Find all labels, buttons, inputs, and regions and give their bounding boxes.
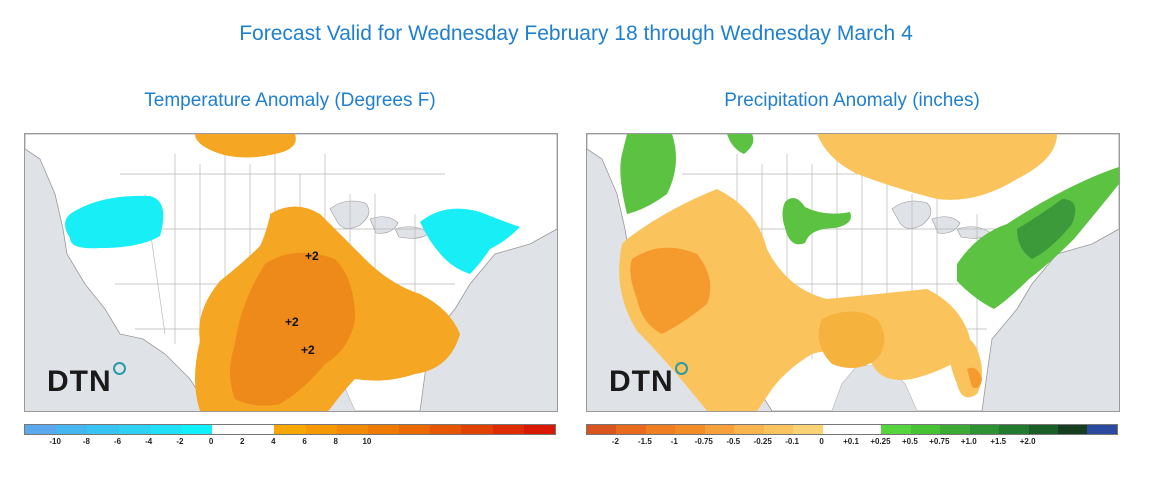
legend-tick-label: 2 [240,437,245,446]
anomaly-label-2: +2 [285,315,299,329]
legend-swatch [675,425,705,434]
dry-anomaly-southwest [619,189,972,411]
dry-anomaly-texas-core [818,311,885,368]
legend-swatch [87,425,119,434]
legend-swatch [430,425,462,434]
legend-swatch [118,425,150,434]
legend-swatch [367,425,400,434]
legend-tick-label: 8 [333,437,338,446]
legend-tick-label: +0.25 [870,437,891,446]
wet-anomaly-east-core [1017,199,1076,259]
dtn-logo: DTN [609,362,688,399]
legend-swatch [734,425,764,434]
precipitation-legend-ticks: -2 -1.5 -1 -0.75 -0.5 -0.25 -0.1 0 +0.1 +0.25 +0.5… [586,437,1116,449]
legend-swatch [56,425,88,434]
legend-swatch [212,425,244,434]
legend-tick-label: 4 [271,437,276,446]
anomaly-label-1: +2 [305,249,319,263]
legend-tick-label: -2 [176,437,184,446]
legend-swatch [523,425,555,434]
legend-swatch [881,425,911,434]
temperature-legend-ticks: -10 -8 -6 -4 -2 0 2 4 6 8 10 [24,437,554,449]
legend-tick-label: -8 [82,437,90,446]
legend-swatch [616,425,646,434]
legend-tick-label: +0.5 [901,437,918,446]
legend-swatch [793,425,823,434]
legend-swatch [25,425,57,434]
legend-swatch [1058,425,1088,434]
temperature-map: +2 +2 +2 DTN [24,133,558,412]
legend-swatch [149,425,181,434]
legend-tick-label: -4 [145,437,153,446]
cold-anomaly-west [65,195,164,249]
legend-tick-label: +1.0 [960,437,977,446]
legend-tick-label: 10 [362,437,372,446]
wet-anomaly-northwest [620,134,676,214]
legend-tick-label: -10 [49,437,61,446]
legend-swatch [645,425,676,434]
warm-anomaly-core [230,252,355,406]
dry-anomaly-california-core [630,247,711,334]
legend-swatch [704,425,735,434]
legend-tick-label: 0 [208,437,214,446]
legend-swatch [399,425,431,434]
legend-tick-label: +0.75 [929,437,950,446]
legend-swatch [969,425,1000,434]
precipitation-legend [586,424,1118,435]
legend-swatch [822,425,852,434]
legend-swatch [305,425,337,434]
dry-anomaly-florida-core [967,367,982,388]
warm-anomaly-north [195,134,296,158]
legend-swatch [910,425,941,434]
dry-anomaly-north [817,134,1057,200]
legend-tick-label: 0 [819,437,824,446]
wet-anomaly-midwest [782,198,851,245]
precipitation-map: DTN [586,133,1120,412]
legend-swatch [763,425,794,434]
legend-tick-label: -1 [670,437,678,446]
legend-swatch [243,425,275,434]
legend-swatch [587,425,617,434]
legend-tick-label: -0.25 [753,437,772,446]
legend-swatch [492,425,524,434]
temperature-map-svg: +2 +2 +2 [25,134,557,411]
dtn-logo: DTN [47,362,126,399]
legend-swatch [461,425,493,434]
legend-swatch [1087,425,1117,434]
legend-tick-label: +1.5 [990,437,1007,446]
page-title: Forecast Valid for Wednesday February 18… [239,22,913,45]
legend-swatch [1028,425,1058,434]
legend-tick-label: +2.0 [1019,437,1036,446]
temperature-legend [24,424,556,435]
legend-swatch [180,425,213,434]
precipitation-map-svg [587,134,1119,411]
wet-anomaly-north-central [727,134,754,154]
legend-swatch [999,425,1029,434]
legend-tick-label: +0.1 [843,437,859,446]
legend-tick-label: -2 [611,437,619,446]
legend-tick-label: -1.5 [637,437,652,446]
legend-tick-label: -0.1 [785,437,800,446]
legend-swatch [274,425,306,434]
legend-tick-label: -6 [113,437,122,446]
legend-swatch [336,425,368,434]
legend-tick-label: -0.5 [726,437,741,446]
legend-swatch [940,425,970,434]
anomaly-label-3: +2 [301,343,315,357]
temperature-map-title: Temperature Anomaly (Degrees F) [144,90,436,111]
cold-anomaly-northeast [420,208,520,274]
legend-tick-label: 6 [302,437,307,446]
legend-swatch [851,425,882,434]
precipitation-map-title: Precipitation Anomaly (inches) [724,90,980,111]
legend-tick-label: -0.75 [694,437,713,446]
